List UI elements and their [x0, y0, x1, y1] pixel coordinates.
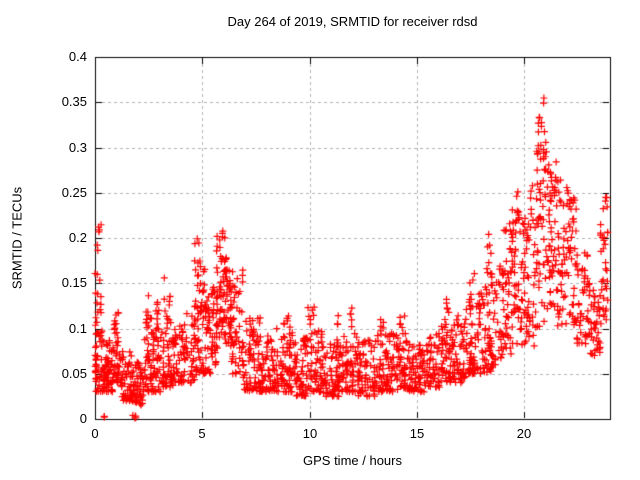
x-tick-label: 10 — [302, 426, 318, 441]
x-tick-label: 20 — [516, 426, 532, 441]
y-tick-label: 0.2 — [68, 230, 87, 245]
chart-title: Day 264 of 2019, SRMTID for receiver rds… — [227, 14, 478, 29]
y-tick-label: 0.35 — [61, 94, 87, 109]
x-tick-label: 0 — [91, 426, 99, 441]
y-tick-label: 0.05 — [61, 366, 87, 381]
y-tick-label: 0 — [79, 411, 87, 426]
x-tick-label: 5 — [198, 426, 206, 441]
y-tick-label: 0.1 — [68, 321, 87, 336]
y-tick-label: 0.3 — [68, 140, 87, 155]
y-tick-label: 0.25 — [61, 185, 87, 200]
y-tick-label: 0.4 — [68, 49, 87, 64]
y-tick-label: 0.15 — [61, 275, 87, 290]
x-axis-label: GPS time / hours — [303, 453, 402, 468]
x-tick-label: 15 — [409, 426, 425, 441]
